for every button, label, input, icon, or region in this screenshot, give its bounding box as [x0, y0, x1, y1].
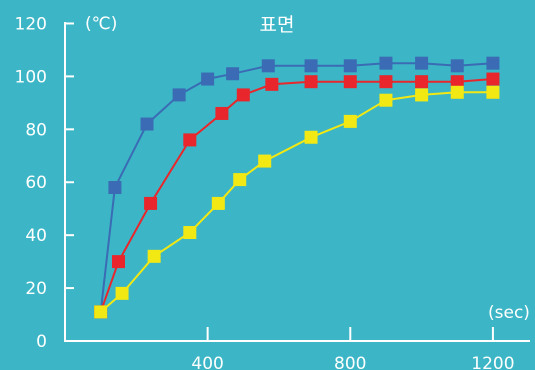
data-point — [486, 85, 500, 99]
data-point — [450, 75, 464, 89]
data-point — [147, 249, 161, 263]
data-point — [94, 305, 108, 319]
series — [94, 56, 500, 319]
x-tick-label: 400 — [191, 354, 223, 370]
data-point — [415, 56, 429, 70]
data-point — [415, 88, 429, 102]
series-3 — [94, 85, 500, 319]
data-point — [304, 130, 318, 144]
x-axis-label: (sec) — [488, 303, 530, 323]
data-point — [111, 255, 125, 269]
data-point — [265, 77, 279, 91]
data-point — [211, 196, 225, 210]
data-point — [140, 117, 154, 131]
y-tick-label: 100 — [15, 67, 47, 87]
data-point — [379, 93, 393, 107]
data-point — [233, 173, 247, 187]
data-point — [304, 75, 318, 89]
y-tick-label: 80 — [25, 120, 47, 140]
data-point — [486, 72, 500, 86]
data-point — [486, 56, 500, 70]
series-2 — [94, 72, 500, 319]
data-point — [304, 59, 318, 73]
data-point — [172, 88, 186, 102]
data-point — [183, 133, 197, 147]
chart-title: 표면 — [260, 14, 295, 36]
data-point — [379, 56, 393, 70]
data-point — [261, 59, 275, 73]
y-tick-label: 60 — [25, 173, 47, 193]
y-axis-label: (℃) — [85, 14, 117, 34]
data-point — [144, 196, 158, 210]
y-tick-label: 0 — [36, 332, 47, 352]
data-point — [343, 75, 357, 89]
data-point — [343, 114, 357, 128]
x-tick-label: 800 — [334, 354, 366, 370]
y-tick-label: 120 — [15, 14, 47, 34]
data-point — [450, 59, 464, 73]
data-point — [450, 85, 464, 99]
data-point — [343, 59, 357, 73]
data-point — [258, 154, 272, 168]
ticks: 0 20 40 60 80 100 120 400 800 1200 — [15, 14, 515, 370]
data-point — [236, 88, 250, 102]
data-point — [201, 72, 215, 86]
data-point — [226, 67, 240, 81]
y-tick-label: 40 — [25, 226, 47, 246]
data-point — [379, 75, 393, 89]
data-point — [215, 106, 229, 120]
y-tick-label: 20 — [25, 279, 47, 299]
data-point — [115, 286, 129, 300]
series-line — [100, 91, 493, 313]
data-point — [415, 75, 429, 89]
x-tick-label: 1200 — [471, 354, 514, 370]
series-1 — [94, 56, 500, 319]
data-point — [108, 181, 122, 195]
data-point — [183, 226, 197, 240]
